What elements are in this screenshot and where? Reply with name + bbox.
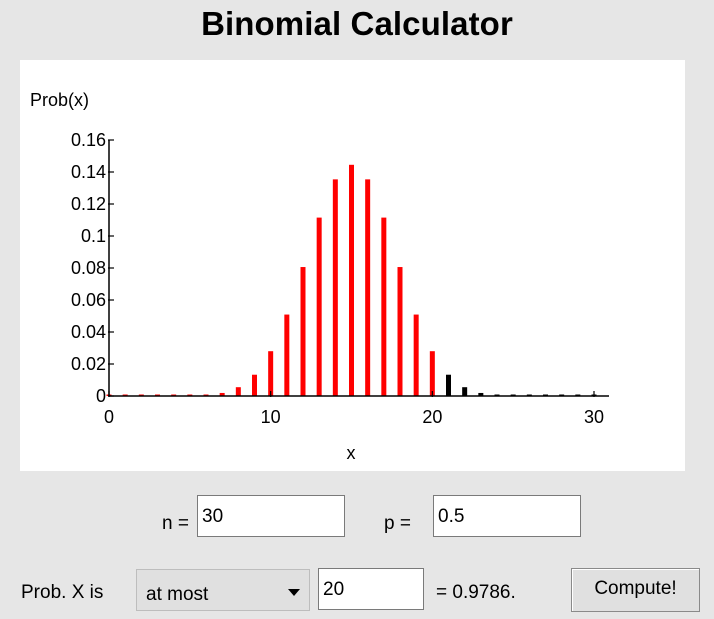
compute-button[interactable]: Compute! xyxy=(571,568,700,612)
probability-bar-16 xyxy=(365,179,371,396)
y-tick-label-2: 0.04 xyxy=(71,322,106,342)
probability-chart: Prob(x) x 0 0.02 0.04 0.06 0.08 0.1 0.12 0.14 0.16… xyxy=(20,60,685,471)
probability-bar-23 xyxy=(478,392,484,396)
probability-bar-22 xyxy=(462,387,468,396)
probability-mode-select[interactable]: at most xyxy=(136,569,310,611)
y-tick-label-8: 0.16 xyxy=(71,130,106,150)
x-value-input[interactable] xyxy=(318,568,424,610)
probability-label: Prob. X is xyxy=(21,582,104,603)
probability-bar-9 xyxy=(252,374,257,396)
x-tick-label-0: 0 xyxy=(104,407,114,427)
probability-bar-20 xyxy=(429,351,435,396)
y-tick-label-1: 0.02 xyxy=(71,354,106,374)
x-tick-label-1: 10 xyxy=(261,407,281,427)
probability-bar-21 xyxy=(446,374,451,396)
n-label: n = xyxy=(162,513,189,534)
y-tick-label-4: 0.08 xyxy=(71,258,106,278)
probability-bar-17 xyxy=(381,217,387,396)
probability-bar-15 xyxy=(349,164,354,396)
probability-bar-8 xyxy=(235,387,241,396)
y-tick-label-5: 0.1 xyxy=(81,226,106,246)
y-tick-label-3: 0.06 xyxy=(71,290,106,310)
probability-bar-12 xyxy=(300,267,306,396)
y-tick-label-6: 0.12 xyxy=(71,194,106,214)
n-input[interactable] xyxy=(197,495,345,537)
y-tick-label-7: 0.14 xyxy=(71,162,106,182)
p-input[interactable] xyxy=(433,495,581,537)
probability-bar-13 xyxy=(316,217,322,396)
y-tick-label-0: 0 xyxy=(96,386,106,406)
probability-bar-19 xyxy=(413,314,419,396)
probability-bar-10 xyxy=(268,351,274,396)
probability-bar-7 xyxy=(219,392,225,396)
y-axis-title: Prob(x) xyxy=(30,90,89,110)
p-label: p = xyxy=(384,513,411,534)
x-tick-label-3: 30 xyxy=(584,407,604,427)
probability-plot-panel: Prob(x) x 0 0.02 0.04 0.06 0.08 0.1 0.12 0.14 0.16… xyxy=(20,60,685,471)
probability-bar-14 xyxy=(332,179,338,396)
selected-mode-text: at most xyxy=(146,584,209,605)
dropdown-arrow-icon xyxy=(288,589,300,596)
probability-bar-11 xyxy=(284,314,290,396)
x-tick-label-2: 20 xyxy=(422,407,442,427)
result-value: = 0.9786. xyxy=(436,582,516,603)
app-title: Binomial Calculator xyxy=(201,5,513,42)
probability-bar-18 xyxy=(397,267,403,396)
x-axis-title: x xyxy=(347,443,356,463)
